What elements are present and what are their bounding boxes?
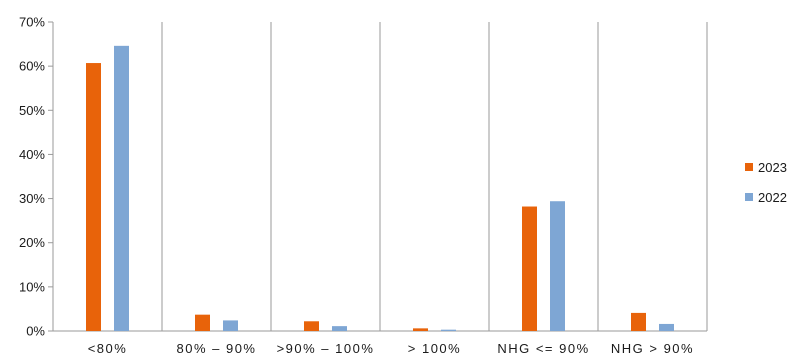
bar-2023-1 (195, 314, 210, 331)
bar-2022-3 (441, 329, 456, 331)
y-tick-label: 30% (19, 191, 45, 206)
bars (86, 45, 674, 331)
x-category-label: NHG > 90% (611, 341, 694, 356)
bar-2022-1 (223, 320, 238, 331)
x-category-label: 80% – 90% (177, 341, 257, 356)
y-tick-label: 10% (19, 279, 45, 294)
legend: 2023 2022 (745, 160, 787, 205)
category-gridlines (161, 22, 708, 331)
legend-swatch-2022 (745, 193, 753, 201)
y-tick-label: 50% (19, 103, 45, 118)
bar-2022-2 (332, 326, 347, 331)
bar-2023-3 (413, 328, 428, 331)
legend-label-2023: 2023 (758, 160, 787, 175)
bar-2022-4 (550, 201, 565, 331)
bar-2023-4 (522, 206, 537, 331)
y-tick-label: 40% (19, 147, 45, 162)
y-tick-label: 70% (19, 15, 45, 30)
y-tick-label: 20% (19, 235, 45, 250)
x-category-label: > 100% (408, 341, 461, 356)
y-axis-tick-labels: 0% 10% 20% 30% 40% 50% 60% 70% (19, 15, 45, 339)
x-category-label: NHG <= 90% (497, 341, 589, 356)
bar-2022-0 (114, 45, 129, 331)
legend-swatch-2023 (745, 163, 753, 171)
bar-2023-5 (631, 312, 646, 331)
bar-2023-0 (86, 63, 101, 331)
x-axis-category-labels: <80% 80% – 90% >90% – 100% > 100% NHG <= 90%… (88, 341, 694, 356)
legend-label-2022: 2022 (758, 190, 787, 205)
bar-2023-2 (304, 321, 319, 331)
axes (48, 21, 707, 332)
x-category-label: <80% (88, 341, 128, 356)
x-category-label: >90% – 100% (277, 341, 375, 356)
y-tick-label: 0% (26, 324, 45, 339)
bar-2022-5 (659, 323, 674, 331)
y-tick-label: 60% (19, 59, 45, 74)
